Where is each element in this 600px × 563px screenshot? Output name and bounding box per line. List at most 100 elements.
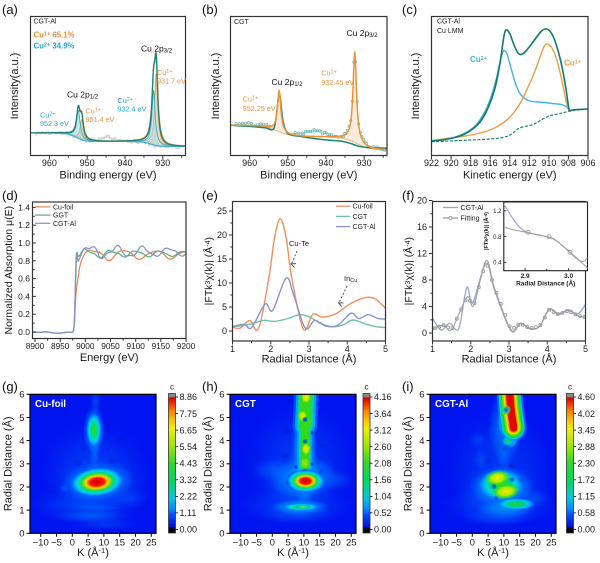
svg-text:9000: 9000 — [76, 341, 95, 351]
svg-text:0: 0 — [419, 529, 424, 540]
svg-text:Cu1+: Cu1+ — [321, 69, 336, 78]
svg-text:6: 6 — [19, 390, 24, 401]
svg-text:(h): (h) — [202, 379, 218, 394]
svg-text:−10: −10 — [233, 537, 249, 548]
svg-text:Cu-foil: Cu-foil — [35, 399, 66, 410]
svg-text:4.02: 4.02 — [578, 409, 596, 419]
svg-text:8.86: 8.86 — [180, 392, 198, 402]
svg-text:5.54: 5.54 — [180, 442, 198, 452]
svg-text:9150: 9150 — [152, 341, 171, 351]
svg-text:5: 5 — [285, 537, 290, 548]
svg-text:(f): (f) — [402, 188, 414, 203]
svg-text:3: 3 — [419, 459, 424, 470]
svg-text:0.52: 0.52 — [374, 508, 392, 518]
svg-text:2.30: 2.30 — [578, 458, 596, 468]
svg-text:Binding energy (eV): Binding energy (eV) — [260, 170, 357, 182]
svg-text:6.65: 6.65 — [180, 425, 198, 435]
svg-text:1: 1 — [430, 344, 435, 354]
svg-text:−10: −10 — [33, 537, 49, 548]
svg-text:5: 5 — [19, 413, 24, 424]
svg-text:2: 2 — [419, 482, 424, 493]
svg-text:5: 5 — [383, 344, 388, 354]
svg-text:1.56: 1.56 — [374, 475, 392, 485]
svg-text:|FTk3χ(k)| (Å-4): |FTk3χ(k)| (Å-4) — [483, 212, 490, 250]
svg-text:10: 10 — [299, 537, 310, 548]
svg-text:5: 5 — [583, 344, 588, 354]
svg-text:2.08: 2.08 — [374, 458, 392, 468]
svg-text:Intensity(a.u.): Intensity(a.u.) — [210, 53, 222, 120]
svg-text:930: 930 — [155, 158, 170, 168]
svg-text:0.8: 0.8 — [18, 256, 30, 266]
svg-text:0.4: 0.4 — [493, 261, 502, 267]
svg-text:3: 3 — [19, 459, 24, 470]
svg-text:1: 1 — [419, 505, 424, 516]
svg-text:9100: 9100 — [126, 341, 145, 351]
svg-text:951.4 eV: 951.4 eV — [86, 115, 115, 124]
svg-text:1.4: 1.4 — [18, 202, 30, 212]
svg-text:20: 20 — [530, 537, 541, 548]
svg-text:918: 918 — [463, 158, 478, 168]
svg-text:15: 15 — [217, 254, 227, 264]
svg-text:932.4 eV: 932.4 eV — [118, 105, 147, 114]
svg-text:Radial Distance (Å): Radial Distance (Å) — [2, 416, 15, 511]
svg-text:3.12: 3.12 — [374, 425, 392, 435]
svg-text:20: 20 — [417, 196, 427, 206]
svg-text:0.58: 0.58 — [578, 508, 596, 518]
svg-text:Cu-foil: Cu-foil — [353, 204, 374, 211]
svg-text:950: 950 — [80, 158, 95, 168]
svg-text:960: 960 — [42, 158, 57, 168]
svg-text:Cu1+: Cu1+ — [86, 107, 101, 116]
svg-text:−10: −10 — [433, 537, 449, 548]
svg-text:914: 914 — [502, 158, 517, 168]
svg-text:3.45: 3.45 — [578, 425, 596, 435]
svg-text:940: 940 — [117, 158, 132, 168]
svg-text:0: 0 — [422, 328, 427, 338]
svg-text:932.45 eV: 932.45 eV — [321, 78, 354, 87]
svg-text:4: 4 — [19, 436, 24, 447]
svg-text:1: 1 — [230, 344, 235, 354]
svg-text:10: 10 — [217, 278, 227, 288]
svg-text:8950: 8950 — [51, 341, 70, 351]
svg-text:CGT: CGT — [235, 399, 256, 410]
svg-text:4.60: 4.60 — [578, 392, 596, 402]
svg-text:1: 1 — [219, 505, 224, 516]
svg-text:931.7 eV: 931.7 eV — [157, 77, 186, 86]
svg-text:0: 0 — [270, 537, 275, 548]
svg-text:(d): (d) — [2, 188, 18, 203]
svg-text:4: 4 — [219, 436, 224, 447]
svg-text:0.00: 0.00 — [578, 525, 596, 535]
svg-text:CGT-Al: CGT-Al — [53, 221, 76, 228]
svg-text:940: 940 — [318, 158, 333, 168]
svg-text:5: 5 — [485, 537, 490, 548]
svg-text:5: 5 — [219, 413, 224, 424]
svg-text:25: 25 — [346, 537, 357, 548]
svg-text:3.0: 3.0 — [564, 273, 573, 280]
svg-text:Cu1+: Cu1+ — [157, 68, 172, 77]
svg-text:0: 0 — [19, 529, 24, 540]
svg-text:2.22: 2.22 — [180, 492, 198, 502]
svg-text:5: 5 — [419, 413, 424, 424]
svg-text:Cu2+: Cu2+ — [118, 96, 133, 105]
svg-text:9200: 9200 — [177, 341, 196, 351]
svg-text:960: 960 — [242, 158, 257, 168]
svg-text:(a): (a) — [2, 2, 18, 17]
svg-text:7.75: 7.75 — [180, 409, 198, 419]
svg-text:0: 0 — [219, 529, 224, 540]
svg-text:GGT: GGT — [53, 213, 69, 220]
svg-text:20: 20 — [217, 230, 227, 240]
svg-text:c: c — [365, 383, 369, 392]
svg-text:5: 5 — [85, 537, 90, 548]
svg-text:920: 920 — [444, 158, 459, 168]
svg-text:−5: −5 — [251, 537, 262, 548]
svg-text:Cu2+: Cu2+ — [40, 111, 55, 120]
svg-text:0.4: 0.4 — [18, 291, 30, 301]
svg-text:5: 5 — [222, 302, 227, 312]
svg-text:25: 25 — [146, 537, 157, 548]
svg-text:0: 0 — [70, 537, 75, 548]
svg-text:4: 4 — [545, 344, 550, 354]
svg-text:952.3 eV: 952.3 eV — [40, 119, 69, 128]
svg-text:Radial Distance (Å): Radial Distance (Å) — [462, 353, 557, 366]
svg-text:Radial Distance (Å): Radial Distance (Å) — [202, 416, 215, 511]
svg-text:3: 3 — [506, 344, 511, 354]
svg-text:Cu LMM: Cu LMM — [437, 28, 464, 35]
